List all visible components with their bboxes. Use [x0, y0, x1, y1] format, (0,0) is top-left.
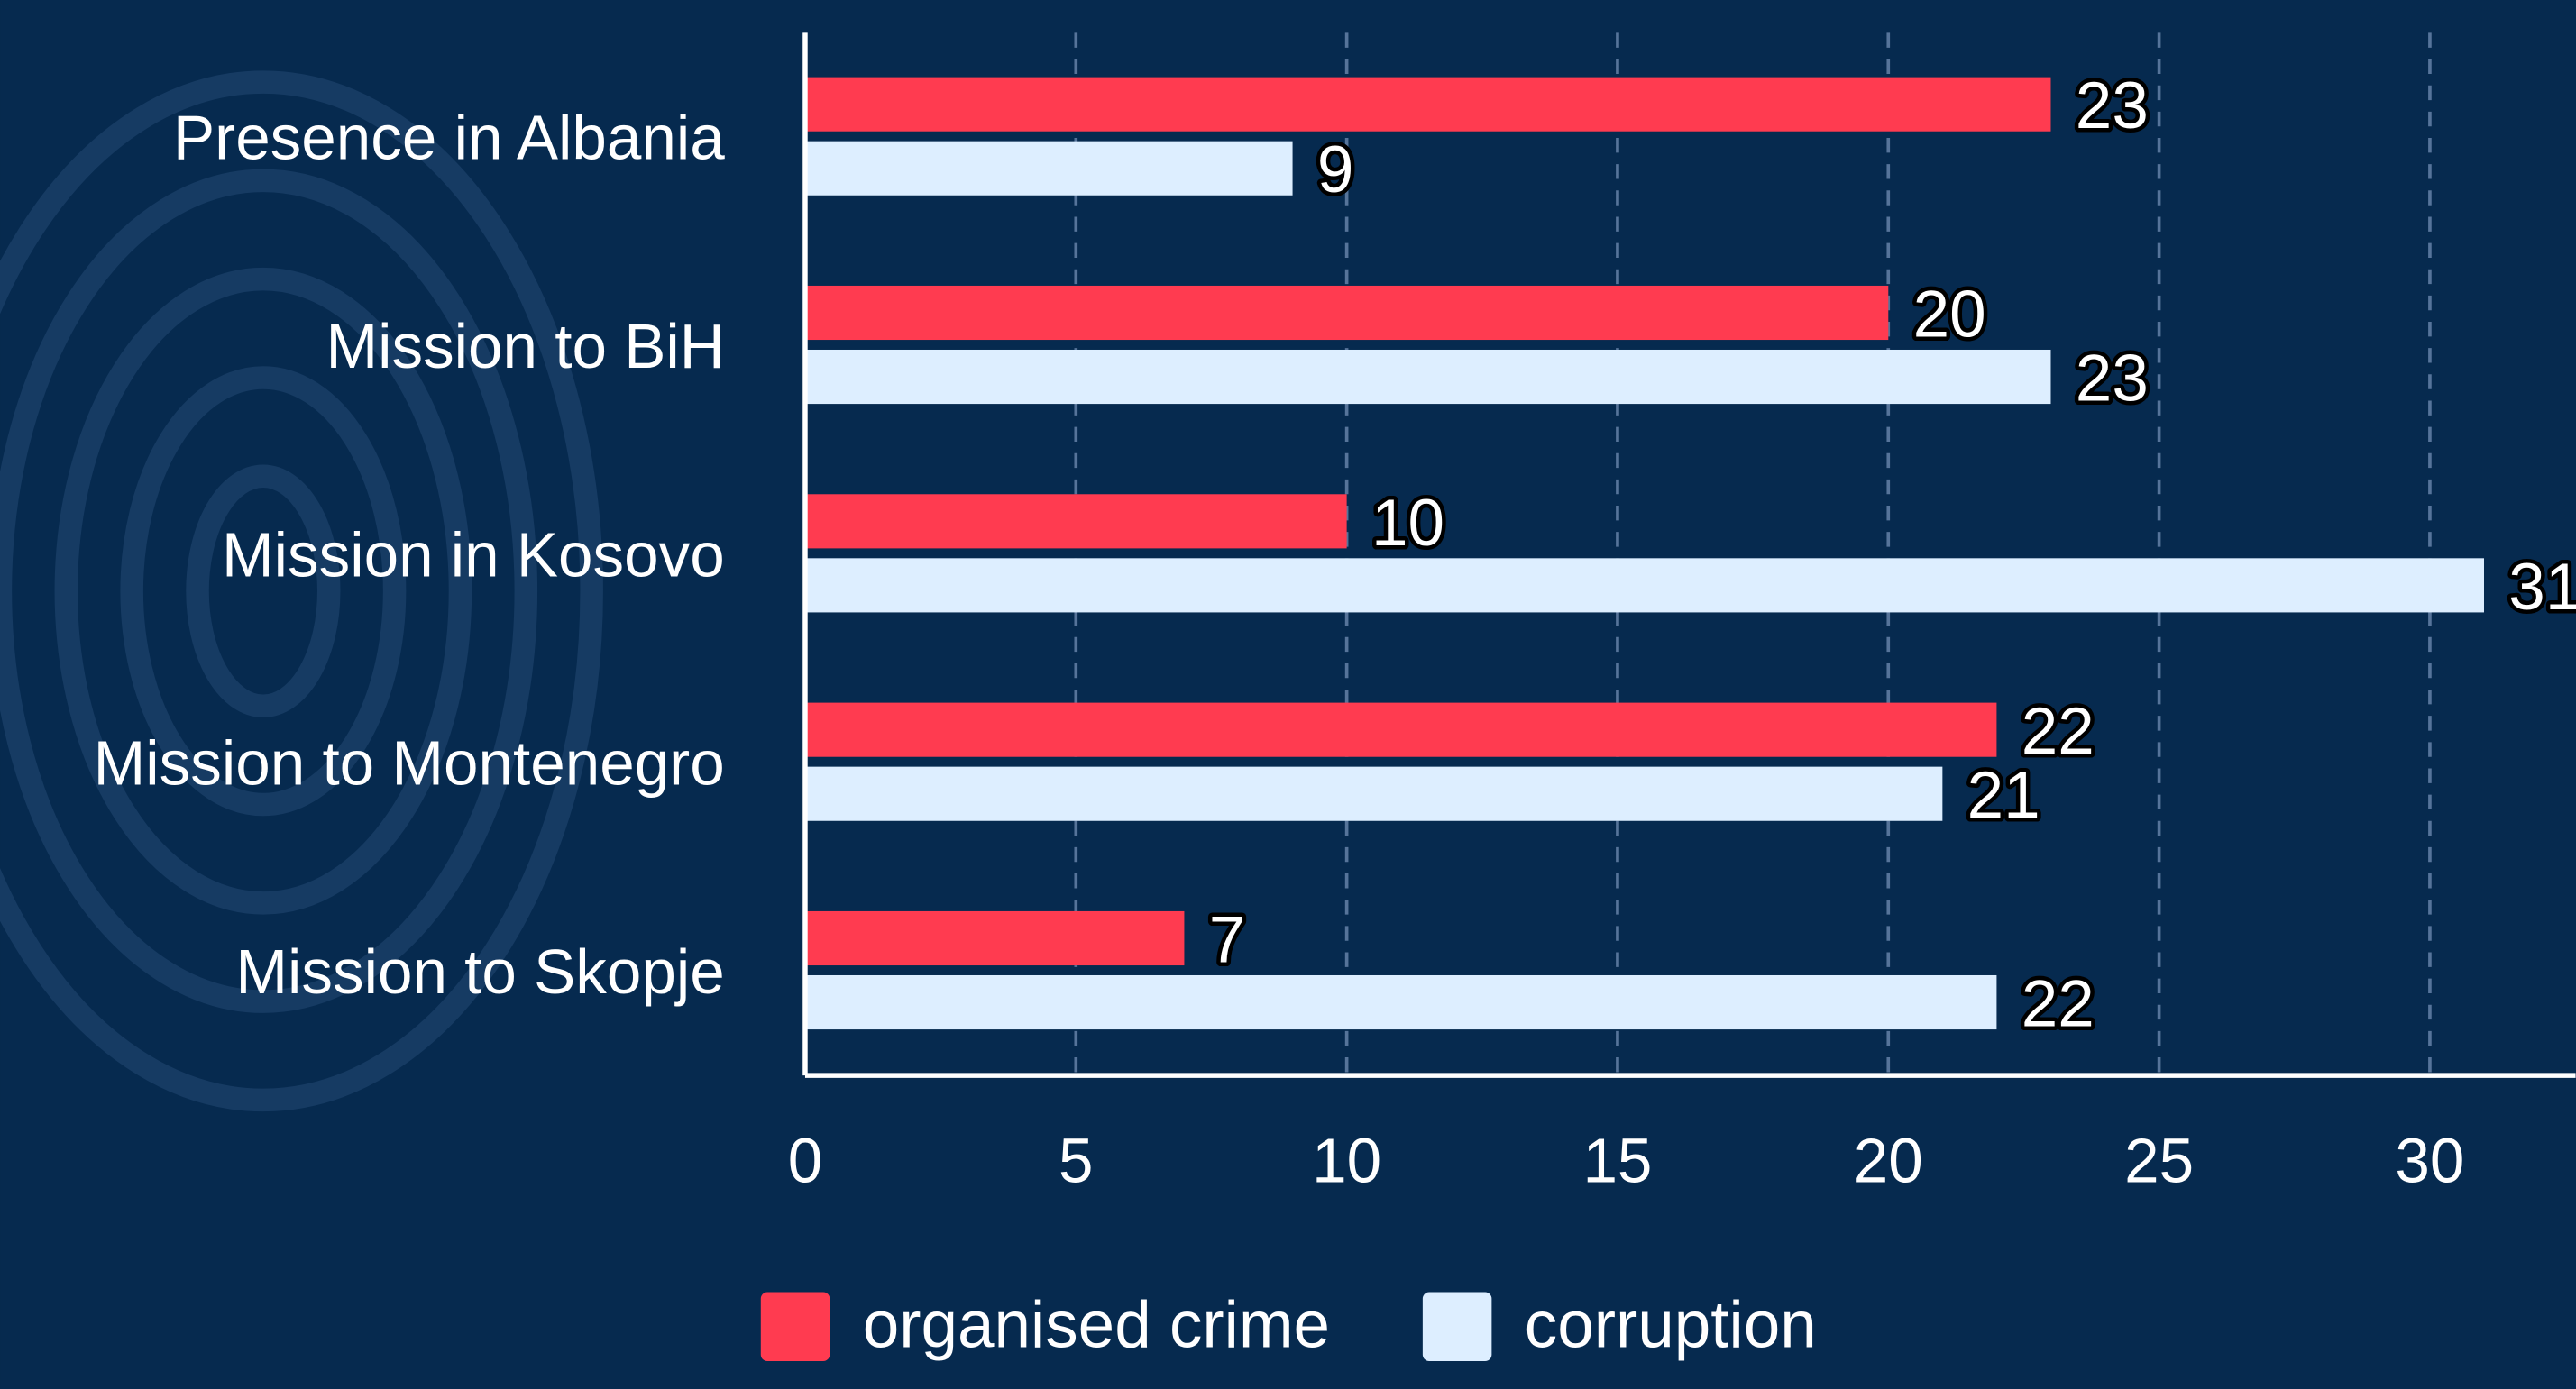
value-label: 22 — [2021, 968, 2095, 1041]
legend-label: organised crime — [863, 1289, 1330, 1362]
value-label: 23 — [2076, 343, 2149, 416]
bar — [804, 910, 1185, 966]
fingerprint-decoration — [0, 70, 603, 1111]
value-label: 20 — [1913, 279, 1986, 352]
category-label: Mission to Skopje — [235, 937, 724, 1007]
value-label: 21 — [1967, 759, 2040, 832]
legend-label: corruption — [1525, 1289, 1817, 1362]
category-label: Mission in Kosovo — [222, 519, 725, 589]
bar — [804, 285, 1889, 341]
value-label: 22 — [2021, 695, 2095, 768]
bar — [804, 77, 2051, 132]
bar — [804, 494, 1347, 549]
bar — [804, 349, 2051, 405]
category-label: Presence in Albania — [173, 103, 725, 173]
x-tick-label: 10 — [1312, 1126, 1381, 1196]
x-tick-label: 0 — [788, 1126, 823, 1196]
value-label: 7 — [1209, 904, 1246, 977]
bar — [804, 766, 1943, 821]
legend-swatch — [760, 1292, 830, 1362]
bar — [804, 558, 2484, 613]
plot: 0 5 10 15 20 25 30 Presence in Albania 23 9 Missio… — [94, 32, 2576, 1362]
category-label: Mission to BiH — [325, 311, 724, 381]
value-label: 9 — [1317, 133, 1354, 206]
x-tick-label: 25 — [2124, 1126, 2194, 1196]
bar — [804, 974, 1997, 1030]
value-label: 10 — [1371, 487, 1444, 560]
value-label: 23 — [2076, 69, 2149, 142]
bar — [804, 141, 1293, 196]
bar — [804, 702, 1997, 757]
x-tick-label: 15 — [1582, 1126, 1652, 1196]
value-label: 31 — [2508, 551, 2576, 624]
x-tick-label: 30 — [2395, 1126, 2464, 1196]
x-tick-label: 5 — [1059, 1126, 1094, 1196]
category-label: Mission to Montenegro — [94, 728, 725, 799]
legend-swatch — [1422, 1292, 1492, 1362]
x-tick-label: 20 — [1854, 1126, 1923, 1196]
